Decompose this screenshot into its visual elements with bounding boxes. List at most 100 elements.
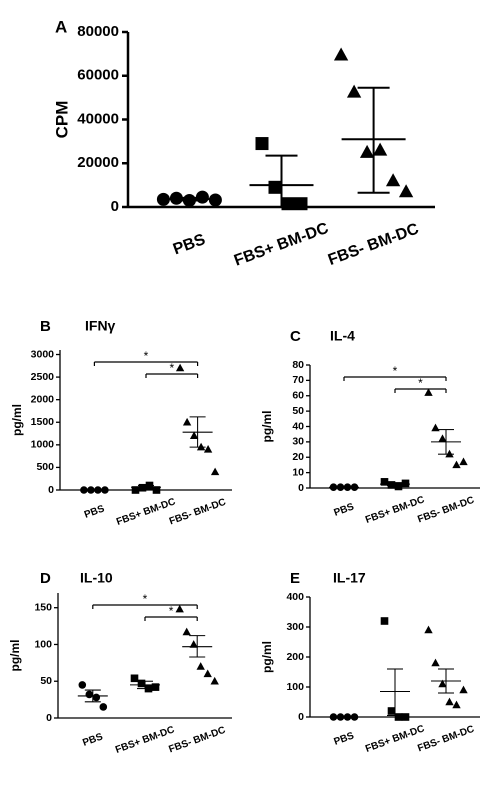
y-tick-label: 50 bbox=[40, 675, 52, 687]
data-point bbox=[182, 627, 191, 636]
x-tick-label: FBS+ BM-DC bbox=[115, 496, 177, 528]
data-point bbox=[203, 669, 212, 678]
data-point bbox=[131, 486, 140, 494]
panel-title: IL-10 bbox=[80, 570, 113, 586]
data-point bbox=[346, 84, 362, 98]
data-point bbox=[333, 47, 349, 61]
data-point bbox=[175, 363, 185, 372]
y-axis-label: pg/ml bbox=[260, 411, 274, 443]
data-point bbox=[182, 417, 192, 426]
y-tick-label: 0 bbox=[298, 482, 304, 494]
x-tick-label: FBS+ BM-DC bbox=[364, 494, 426, 526]
significance-label: * bbox=[144, 349, 149, 363]
data-point bbox=[281, 197, 295, 211]
y-tick-label: 50 bbox=[292, 405, 304, 417]
x-tick-label: PBS bbox=[81, 731, 104, 748]
data-point bbox=[394, 482, 403, 491]
panel-label: A bbox=[55, 17, 67, 36]
y-tick-label: 200 bbox=[286, 651, 304, 663]
data-point bbox=[445, 697, 454, 706]
data-point bbox=[152, 486, 161, 494]
data-point bbox=[85, 690, 94, 699]
y-tick-label: 80000 bbox=[77, 23, 119, 40]
x-tick-label: PBS bbox=[171, 231, 208, 258]
panel-label: D bbox=[40, 570, 51, 587]
data-point bbox=[372, 142, 388, 156]
y-tick-label: 100 bbox=[34, 638, 52, 650]
panel-label: C bbox=[290, 328, 301, 345]
significance-label: * bbox=[143, 592, 148, 606]
data-point bbox=[459, 685, 468, 694]
data-point bbox=[387, 481, 396, 489]
y-tick-label: 300 bbox=[286, 621, 304, 633]
x-tick-label: FBS+ BM-DC bbox=[232, 220, 331, 270]
data-point bbox=[196, 662, 205, 670]
y-tick-label: 40000 bbox=[77, 110, 119, 127]
x-tick-label: FBS- BM-DC bbox=[326, 220, 422, 269]
x-tick-label: FBS- BM-DC bbox=[167, 725, 227, 756]
data-point bbox=[99, 703, 108, 711]
data-point bbox=[189, 640, 198, 648]
data-point bbox=[359, 144, 375, 158]
data-point bbox=[445, 449, 454, 458]
y-tick-label: 500 bbox=[36, 461, 54, 473]
data-point bbox=[431, 658, 440, 667]
data-point bbox=[294, 197, 308, 211]
panel-title: IL-17 bbox=[333, 570, 366, 586]
data-point bbox=[203, 444, 213, 453]
panel-title: IFNγ bbox=[85, 318, 116, 334]
data-point bbox=[78, 681, 87, 689]
data-point bbox=[387, 707, 396, 715]
data-point bbox=[385, 173, 401, 187]
data-point bbox=[210, 467, 220, 476]
data-point bbox=[401, 713, 410, 721]
x-tick-label: PBS bbox=[333, 730, 356, 747]
y-tick-label: 100 bbox=[286, 681, 304, 693]
data-point bbox=[452, 700, 461, 709]
y-tick-label: 2000 bbox=[31, 393, 55, 405]
data-point bbox=[137, 679, 146, 688]
y-axis-label: pg/ml bbox=[260, 641, 274, 673]
y-tick-label: 2500 bbox=[31, 371, 55, 383]
y-axis-label: pg/ml bbox=[8, 640, 22, 672]
x-tick-label: FBS+ BM-DC bbox=[114, 724, 176, 756]
data-point bbox=[92, 693, 101, 702]
y-tick-label: 0 bbox=[48, 484, 54, 496]
data-point bbox=[424, 625, 433, 634]
data-point bbox=[452, 460, 461, 469]
y-tick-label: 1500 bbox=[31, 416, 55, 428]
y-axis-label: CPM bbox=[52, 101, 71, 139]
y-tick-label: 20000 bbox=[77, 154, 119, 171]
y-tick-label: 80 bbox=[292, 359, 304, 371]
y-tick-label: 10 bbox=[292, 466, 304, 478]
significance-label: * bbox=[393, 364, 398, 378]
y-tick-label: 70 bbox=[292, 374, 304, 386]
data-point bbox=[424, 388, 433, 396]
y-tick-label: 30 bbox=[292, 436, 304, 448]
data-point bbox=[210, 676, 219, 685]
data-point bbox=[151, 683, 160, 691]
data-point bbox=[380, 478, 389, 486]
y-tick-label: 40 bbox=[292, 420, 304, 432]
data-point bbox=[398, 184, 414, 198]
data-point bbox=[189, 431, 199, 440]
data-point bbox=[175, 604, 184, 613]
panel-label: E bbox=[290, 570, 300, 587]
x-tick-label: FBS- BM-DC bbox=[168, 497, 228, 528]
data-point bbox=[196, 442, 206, 451]
data-point bbox=[438, 679, 447, 688]
x-tick-label: FBS- BM-DC bbox=[416, 495, 476, 526]
data-point bbox=[394, 713, 403, 721]
significance-label: * bbox=[418, 376, 423, 390]
y-tick-label: 3000 bbox=[31, 348, 55, 360]
panel-title: IL-4 bbox=[330, 328, 355, 344]
data-point bbox=[130, 674, 139, 683]
data-point bbox=[438, 434, 447, 443]
significance-label: * bbox=[169, 361, 174, 375]
y-tick-label: 150 bbox=[34, 601, 52, 613]
data-point bbox=[431, 423, 440, 432]
y-tick-label: 0 bbox=[111, 198, 119, 215]
y-axis-label: pg/ml bbox=[10, 404, 24, 436]
significance-label: * bbox=[169, 604, 174, 618]
